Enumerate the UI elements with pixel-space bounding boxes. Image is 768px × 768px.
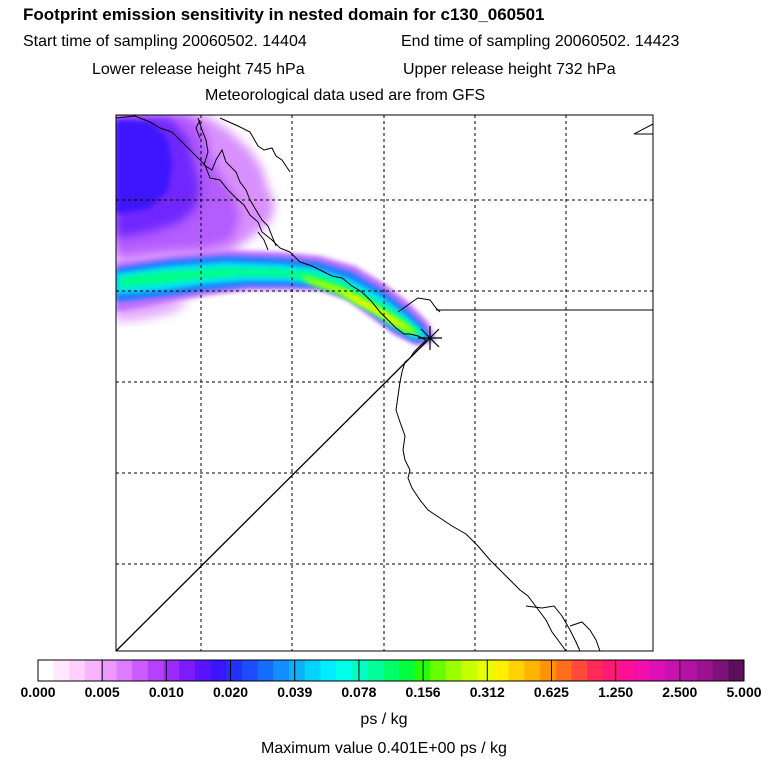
start-time-label: Start time of sampling 20060502. 14404 xyxy=(23,33,307,50)
color-scale-swatch xyxy=(304,660,321,681)
lat-lon-grid xyxy=(116,115,653,651)
color-scale-swatch xyxy=(69,660,86,681)
color-scale-tick-label: 0.625 xyxy=(533,684,569,700)
color-scale-swatch xyxy=(634,660,651,681)
asterisk-receptor-icon xyxy=(418,326,442,350)
color-scale-swatch xyxy=(85,660,102,681)
color-scale-swatch xyxy=(681,660,698,681)
color-scale-swatch xyxy=(147,660,164,681)
color-scale-swatch xyxy=(336,660,353,681)
color-scale-swatch xyxy=(320,660,337,681)
color-scale-tick-label: 0.039 xyxy=(277,684,313,700)
met-data-label: Meteorological data used are from GFS xyxy=(205,87,486,104)
color-scale-tick-label: 0.000 xyxy=(20,684,56,700)
color-scale-tick-label: 1.250 xyxy=(598,684,634,700)
upper-release-label: Upper release height 732 hPa xyxy=(403,61,616,78)
color-scale-swatch xyxy=(351,660,368,681)
color-scale-swatch xyxy=(289,660,306,681)
color-scale-frame xyxy=(37,659,745,682)
color-scale-swatch xyxy=(257,660,274,681)
color-scale-swatch xyxy=(194,660,211,681)
color-scale-swatch xyxy=(540,660,557,681)
color-scale-tick-label: 0.156 xyxy=(405,684,441,700)
color-scale-swatch xyxy=(53,660,70,681)
color-scale-swatch xyxy=(38,660,55,681)
color-scale-swatch xyxy=(712,660,729,681)
color-scale-swatch xyxy=(649,660,666,681)
color-scale-tick-label: 5.000 xyxy=(726,684,762,700)
color-scale-swatch xyxy=(414,660,431,681)
color-scale-swatch xyxy=(477,660,494,681)
color-scale-swatch xyxy=(461,660,478,681)
color-scale-swatch xyxy=(571,660,588,681)
maximum-value-label: Maximum value 0.401E+00 ps / kg xyxy=(261,740,507,757)
end-time-label: End time of sampling 20060502. 14423 xyxy=(401,33,680,50)
color-scale-swatch xyxy=(618,660,635,681)
color-scale-swatch xyxy=(445,660,462,681)
color-scale-swatch xyxy=(116,660,133,681)
color-scale-swatch xyxy=(492,660,510,681)
color-scale-swatch xyxy=(241,660,259,681)
color-scale-swatch xyxy=(132,660,149,681)
sensitivity-field xyxy=(116,115,436,346)
map-frame xyxy=(115,114,654,652)
color-scale-swatch xyxy=(226,660,243,681)
color-scale-swatch xyxy=(728,660,745,681)
color-scale-swatch xyxy=(555,660,572,681)
coastline xyxy=(116,115,653,651)
units-label: ps / kg xyxy=(360,711,408,728)
color-scale-swatch xyxy=(398,660,415,681)
color-scale-swatch xyxy=(587,660,604,681)
color-scale-swatch xyxy=(367,660,384,681)
color-scale-swatch xyxy=(602,660,619,681)
map-title: Footprint emission sensitivity in nested… xyxy=(23,5,545,24)
color-scale-tick-label: 0.078 xyxy=(341,684,377,700)
lower-release-label: Lower release height 745 hPa xyxy=(92,61,305,78)
color-scale-swatch xyxy=(163,660,180,681)
color-scale-swatch xyxy=(100,660,117,681)
color-scale-tick-label: 0.005 xyxy=(84,684,120,700)
color-scale-swatch xyxy=(179,660,196,681)
color-scale-swatch xyxy=(524,660,541,681)
color-scale-swatch xyxy=(665,660,682,681)
color-scale-swatch xyxy=(383,660,400,681)
color-scale-bar xyxy=(37,659,745,682)
color-scale-swatch xyxy=(210,660,227,681)
color-scale-tick-label: 0.020 xyxy=(213,684,249,700)
color-scale-swatch xyxy=(430,660,447,681)
color-scale-swatch xyxy=(696,660,714,681)
trajectory-line xyxy=(115,337,431,652)
color-scale-tick-label: 0.312 xyxy=(469,684,505,700)
color-scale-tick-label: 2.500 xyxy=(662,684,698,700)
color-scale-swatch xyxy=(508,660,525,681)
color-scale-tick-label: 0.010 xyxy=(148,684,184,700)
color-scale-swatch xyxy=(273,660,290,681)
